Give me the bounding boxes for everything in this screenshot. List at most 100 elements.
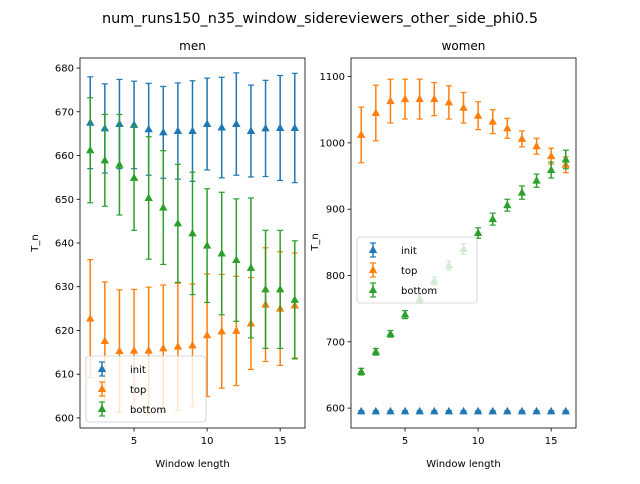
data-point	[173, 342, 183, 350]
legend: init top bottom	[356, 236, 478, 304]
data-point	[400, 406, 410, 415]
data-point	[415, 94, 424, 103]
data-point	[115, 346, 124, 355]
legend-swatch-marker	[368, 285, 378, 293]
data-point	[86, 314, 95, 322]
legend-label: top	[401, 266, 417, 277]
women-panel: women 5 10 15 600 700 800 900 1000 1100 Window len…	[310, 39, 577, 470]
data-point	[144, 193, 153, 201]
data-point	[503, 200, 512, 209]
legend-swatch-marker	[97, 384, 107, 392]
data-point	[246, 263, 256, 271]
data-point	[290, 123, 299, 131]
data-point	[517, 406, 527, 415]
y-tick-label: 670	[55, 107, 74, 118]
data-point	[473, 406, 483, 415]
data-point	[503, 123, 512, 132]
data-point	[430, 406, 439, 415]
data-point	[275, 284, 285, 293]
data-point	[561, 154, 570, 163]
data-point	[371, 347, 381, 355]
series-top	[357, 78, 570, 174]
x-tick-label: 5	[131, 436, 137, 447]
data-point	[415, 406, 424, 415]
data-point	[159, 343, 168, 352]
data-point	[188, 126, 197, 135]
data-point	[217, 326, 226, 335]
y-tick-label: 640	[55, 239, 74, 250]
data-point	[561, 406, 570, 415]
legend-label: bottom	[130, 405, 166, 416]
axes-frame	[350, 57, 577, 429]
legend-swatch-marker	[97, 404, 107, 412]
data-point	[357, 406, 366, 415]
x-tick-label: 10	[472, 436, 485, 447]
data-point	[232, 326, 241, 334]
data-point	[86, 145, 95, 154]
y-tick-label: 680	[55, 64, 74, 75]
data-point	[188, 228, 197, 237]
series-init	[357, 406, 570, 415]
y-tick-label: 620	[55, 326, 74, 337]
data-point	[129, 173, 139, 181]
data-point	[546, 151, 556, 160]
y-tick-label: 630	[55, 282, 74, 293]
data-point	[144, 346, 153, 354]
data-point	[159, 127, 168, 136]
data-point	[202, 241, 212, 249]
data-point	[202, 119, 212, 128]
y-tick-label: 700	[326, 337, 345, 348]
x-tick-label: 15	[545, 436, 558, 447]
data-point	[115, 160, 124, 168]
data-point	[173, 126, 183, 135]
data-point	[371, 108, 381, 117]
data-point	[188, 340, 197, 349]
y-axis-label: T_n	[30, 234, 41, 252]
data-point	[546, 165, 556, 174]
data-point	[144, 124, 153, 133]
data-point	[532, 406, 541, 415]
data-point	[275, 123, 285, 131]
data-point	[261, 123, 270, 132]
y-tick-label: 1100	[320, 72, 345, 83]
legend-swatch-marker	[97, 364, 107, 372]
data-point	[473, 111, 483, 119]
data-point	[100, 155, 110, 164]
data-point	[371, 406, 381, 415]
y-tick-label: 800	[326, 271, 345, 282]
data-point	[217, 123, 226, 131]
data-point	[129, 120, 139, 128]
data-point	[386, 406, 395, 415]
data-point	[444, 406, 454, 415]
x-tick-label: 5	[402, 436, 408, 447]
data-point	[232, 119, 241, 128]
data-point	[532, 176, 541, 184]
data-point	[459, 103, 468, 111]
data-point	[488, 406, 497, 415]
series-bottom	[86, 97, 299, 360]
data-point	[488, 117, 497, 125]
legend-swatch-marker	[368, 245, 378, 253]
men-panel: men 5 10 15 600 610 620 630 640 650 660 670 680 Windo…	[30, 39, 306, 470]
x-axis-label: Window length	[155, 459, 229, 470]
data-point	[517, 188, 527, 196]
y-tick-label: 650	[55, 195, 74, 206]
data-point	[503, 406, 512, 415]
data-point	[159, 203, 168, 211]
data-point	[246, 126, 256, 135]
data-point	[217, 248, 226, 257]
figure-suptitle: num_runs150_n35_window_sidereviewers_oth…	[102, 11, 538, 27]
legend: init top bottom	[85, 355, 207, 423]
data-point	[290, 295, 299, 303]
data-point	[444, 97, 454, 106]
legend-label: bottom	[401, 286, 437, 297]
legend-label: top	[130, 385, 146, 396]
data-point	[488, 214, 497, 223]
data-point	[430, 94, 439, 103]
panel-title: men	[179, 39, 206, 53]
data-point	[517, 134, 527, 142]
x-tick-label: 10	[201, 436, 214, 447]
y-axis-label: T_n	[310, 233, 321, 251]
y-tick-label: 660	[55, 151, 74, 162]
